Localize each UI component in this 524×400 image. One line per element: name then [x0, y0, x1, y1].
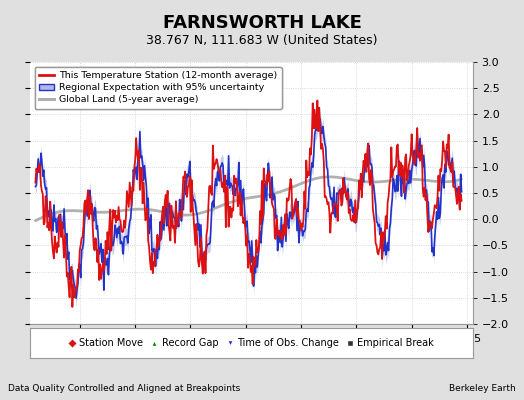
Legend: This Temperature Station (12-month average), Regional Expectation with 95% uncer: This Temperature Station (12-month avera… — [35, 67, 282, 109]
Legend: Station Move, Record Gap, Time of Obs. Change, Empirical Break: Station Move, Record Gap, Time of Obs. C… — [64, 334, 438, 352]
Y-axis label: Temperature Anomaly (°C): Temperature Anomaly (°C) — [522, 119, 524, 267]
Text: FARNSWORTH LAKE: FARNSWORTH LAKE — [162, 14, 362, 32]
Text: Berkeley Earth: Berkeley Earth — [450, 384, 516, 393]
Text: 38.767 N, 111.683 W (United States): 38.767 N, 111.683 W (United States) — [146, 34, 378, 47]
Text: Data Quality Controlled and Aligned at Breakpoints: Data Quality Controlled and Aligned at B… — [8, 384, 240, 393]
